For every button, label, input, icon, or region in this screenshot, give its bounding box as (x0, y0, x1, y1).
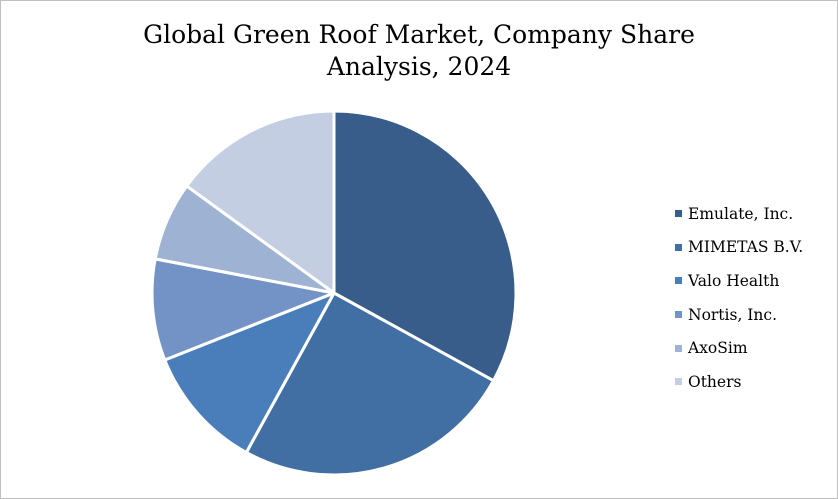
legend-swatch (675, 344, 682, 352)
pie-slice-mimetas-b-v (244, 291, 495, 477)
legend-item-valo-health: Valo Health (675, 264, 803, 298)
legend-swatch (675, 277, 682, 285)
pie-slice-nortis-inc (150, 257, 336, 362)
legend-label: AxoSim (688, 339, 748, 358)
legend-item-mimetas: MIMETAS B.V. (675, 231, 803, 265)
legend-swatch (675, 311, 682, 319)
legend-item-others: Others (675, 365, 803, 399)
legend-item-emulate: Emulate, Inc. (675, 197, 803, 231)
legend: Emulate, Inc. MIMETAS B.V. Valo Health N… (675, 197, 803, 399)
chart-title-line-2: Analysis, 2024 (326, 52, 512, 81)
pie-slice-others (185, 109, 336, 295)
chart-title: Global Green Roof Market, Company Share … (1, 19, 837, 83)
legend-label: Others (688, 372, 742, 391)
legend-label: Emulate, Inc. (688, 204, 794, 223)
legend-label: MIMETAS B.V. (688, 238, 804, 257)
legend-swatch (675, 210, 682, 218)
legend-swatch (675, 378, 682, 386)
pie-slice-emulate-inc (332, 109, 518, 383)
pie-slice-valo-health (163, 291, 336, 454)
legend-label: Valo Health (688, 271, 780, 290)
chart-title-line-1: Global Green Roof Market, Company Share (143, 20, 695, 49)
legend-item-axosim: AxoSim (675, 331, 803, 365)
legend-item-nortis: Nortis, Inc. (675, 298, 803, 332)
legend-label: Nortis, Inc. (688, 305, 778, 324)
legend-swatch (675, 243, 682, 251)
